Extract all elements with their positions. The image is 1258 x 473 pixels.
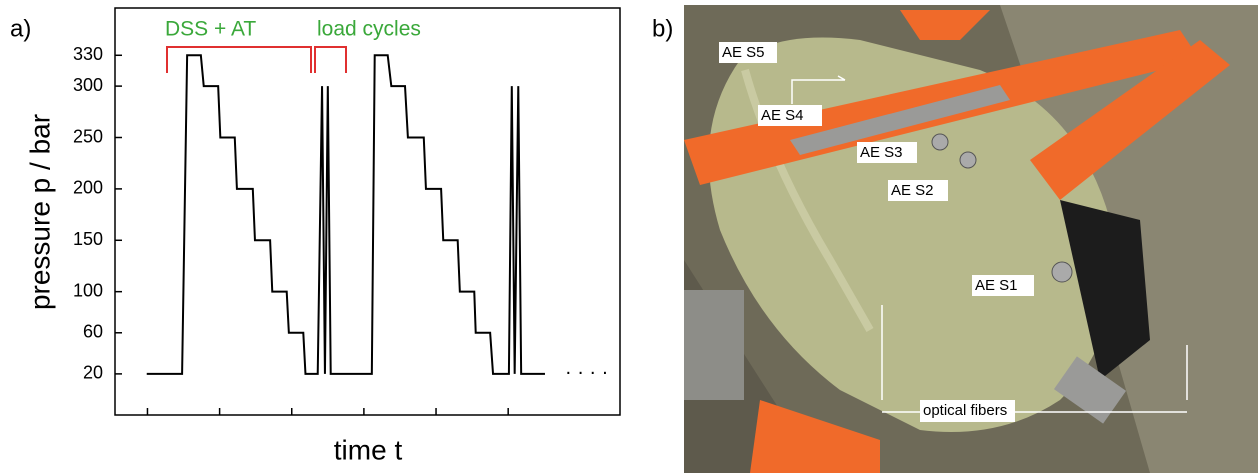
y-tick-label: 20 [83,363,103,383]
y-tick-label: 100 [73,280,103,300]
label-boxes [719,42,1034,422]
photo-label: AE S3 [860,144,903,161]
photo: AE S5 AE S4 AE S3 AE S2 AE S1 optical fi… [684,5,1258,473]
cylinder-shine [741,68,874,332]
photo-region [684,290,744,400]
photo-label: AE S2 [891,182,934,199]
photo-label: AE S4 [761,107,804,124]
strap [900,10,990,40]
strap [1030,40,1230,200]
y-tick-label: 250 [73,126,103,146]
sensor [1051,261,1073,283]
tape [1060,200,1150,380]
y-tick-label: 300 [73,75,103,95]
arrows [791,75,1188,413]
connector [1053,356,1127,424]
y-tick-label: 150 [73,229,103,249]
bracket [166,46,312,73]
photo-label: AE S5 [722,44,765,61]
strap [750,400,880,473]
ratchet [790,85,1010,155]
photo-label: optical fibers [923,402,1007,419]
photo-label: AE S1 [975,277,1018,294]
brackets [166,46,347,73]
annotation: DSS + AT [165,18,256,41]
annotation: · · · · [565,361,608,383]
y-tick-label: 60 [83,322,103,342]
sensor [931,133,949,151]
panel-label: b) [652,15,673,42]
y-tick-label: 200 [73,178,103,198]
y-tick-label: 330 [73,44,103,64]
bracket [314,46,347,73]
panel-label: a) [10,15,31,42]
pressure-line [146,54,545,375]
sensor [959,151,977,169]
annotation: load cycles [317,18,421,41]
x-axis-label: time t [334,434,403,465]
plot-frame [114,7,621,416]
y-axis-label: pressure p / bar [24,114,55,310]
